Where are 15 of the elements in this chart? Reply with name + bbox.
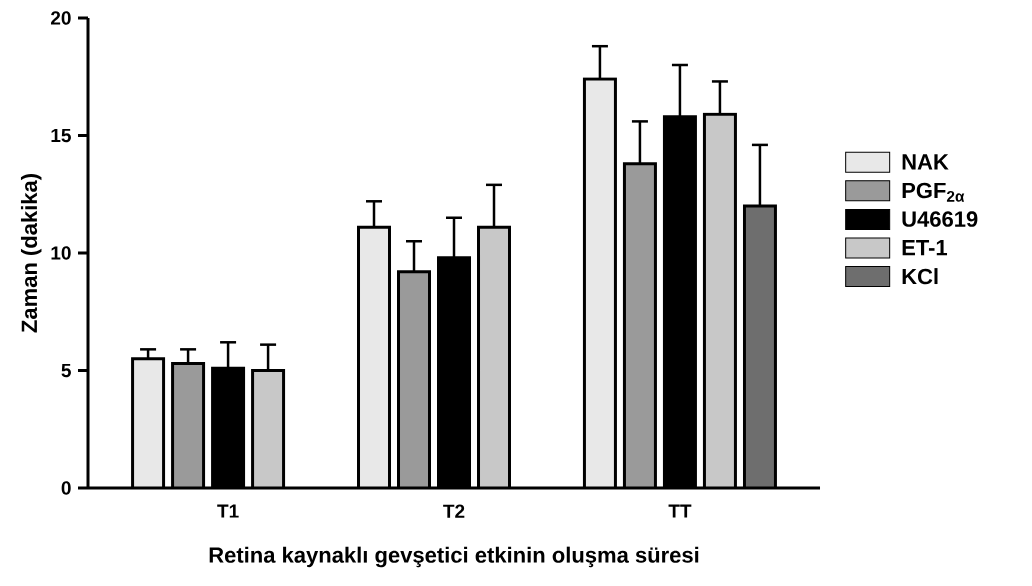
- y-tick-label: 10: [51, 246, 71, 260]
- x-axis-title: Retina kaynaklı gevşetici etkinin oluşma süresi: [209, 546, 699, 568]
- y-tick-label: 0: [61, 481, 71, 495]
- legend-label: PGF$_{2α}$: [902, 182, 965, 202]
- x-tick-label: TT: [668, 504, 692, 518]
- legend-label: U46619: [902, 211, 978, 227]
- y-tick-label: 20: [50, 11, 71, 25]
- x-tick-label: T1: [217, 504, 239, 518]
- legend-label: NAK: [902, 154, 949, 170]
- legend-label: KCl: [902, 268, 938, 285]
- y-tick-label: 15: [51, 128, 71, 143]
- y-axis-title: Zaman (dakika): [20, 174, 42, 333]
- x-tick-label: T2: [443, 504, 465, 518]
- y-tick-label: 5: [61, 363, 71, 378]
- legend-label: ET-1: [902, 240, 948, 256]
